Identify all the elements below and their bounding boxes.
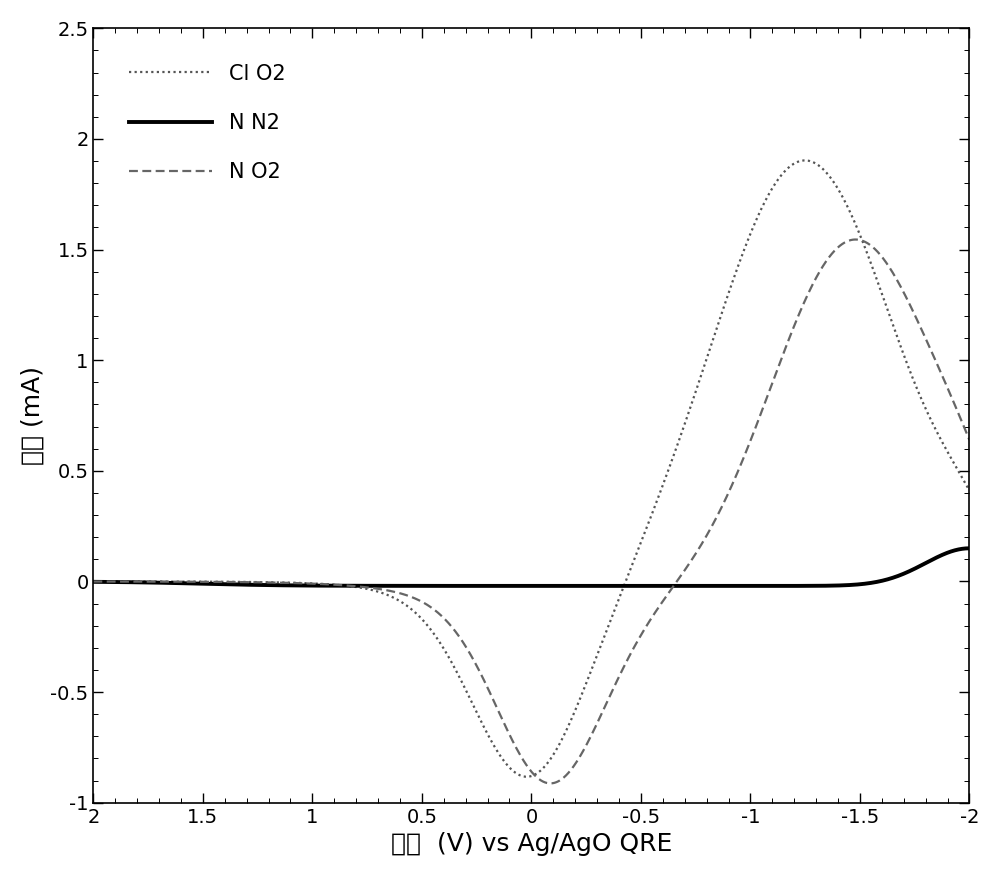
N N2 xyxy=(423,581,435,591)
Y-axis label: 电流 (mA): 电流 (mA) xyxy=(21,366,45,465)
N N2 xyxy=(946,545,958,556)
Cl O2 xyxy=(461,688,473,698)
N O2 xyxy=(461,644,473,654)
N O2 xyxy=(87,576,99,587)
Legend: Cl O2, N N2, N O2: Cl O2, N N2, N O2 xyxy=(104,39,310,207)
Cl O2 xyxy=(87,576,99,587)
Line: N O2: N O2 xyxy=(93,239,969,783)
Cl O2 xyxy=(947,456,959,467)
N O2 xyxy=(239,577,251,588)
Cl O2 xyxy=(239,577,251,588)
Cl O2 xyxy=(423,623,435,633)
Cl O2 xyxy=(799,155,811,166)
N N2 xyxy=(87,576,99,587)
N O2 xyxy=(852,234,864,245)
N O2 xyxy=(849,234,861,245)
Line: N N2: N N2 xyxy=(93,548,969,586)
Line: Cl O2: Cl O2 xyxy=(93,160,969,777)
N N2 xyxy=(239,580,251,590)
N N2 xyxy=(187,578,199,588)
N O2 xyxy=(545,778,557,788)
N N2 xyxy=(963,543,975,553)
N O2 xyxy=(963,435,975,446)
Cl O2 xyxy=(963,485,975,496)
N N2 xyxy=(717,581,729,591)
N N2 xyxy=(461,581,473,591)
Cl O2 xyxy=(852,226,864,237)
N O2 xyxy=(947,395,959,405)
N O2 xyxy=(423,601,435,611)
Cl O2 xyxy=(521,772,533,782)
Cl O2 xyxy=(187,576,199,587)
X-axis label: 电位  (V) vs Ag/AgO QRE: 电位 (V) vs Ag/AgO QRE xyxy=(391,832,672,856)
N N2 xyxy=(852,579,864,589)
N O2 xyxy=(187,576,199,587)
